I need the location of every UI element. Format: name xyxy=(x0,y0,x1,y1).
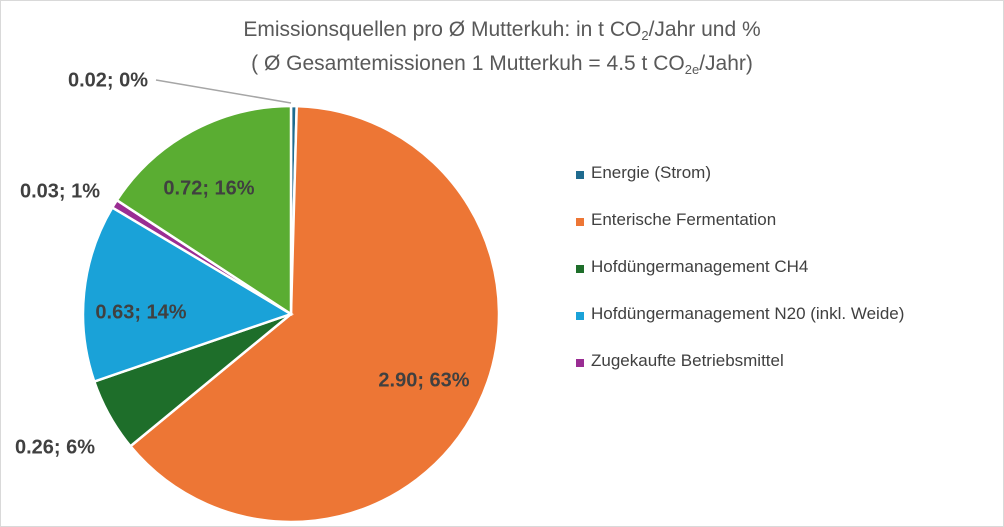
pie-slice-1 xyxy=(128,104,501,524)
chart-title-line-1: Emissionsquellen pro Ø Mutterkuh: in t C… xyxy=(243,18,761,43)
leader-line-0 xyxy=(155,79,292,104)
data-label-2: 0.26; 6% xyxy=(15,436,95,458)
legend-swatch-2 xyxy=(576,265,584,273)
pie-slice-5 xyxy=(115,104,293,317)
legend-swatch-3 xyxy=(576,312,584,320)
legend-swatch-4 xyxy=(576,359,584,367)
legend-label-0: Energie (Strom) xyxy=(591,163,711,182)
legend-label-2: Hofdüngermanagement CH4 xyxy=(591,257,809,276)
data-label-5: 0.72; 16% xyxy=(163,177,254,199)
data-label-0: 0.02; 0% xyxy=(68,69,148,91)
legend-swatch-1 xyxy=(576,218,584,226)
data-label-3: 0.63; 14% xyxy=(95,301,186,323)
legend-label-4: Zugekaufte Betriebsmittel xyxy=(591,351,784,370)
chart-title-line-2: ( Ø Gesamtemissionen 1 Mutterkuh = 4.5 t… xyxy=(251,52,753,77)
pie-slice-3 xyxy=(81,205,294,384)
data-label-4: 0.03; 1% xyxy=(20,180,100,202)
legend-swatch-0 xyxy=(576,171,584,179)
legend-label-3: Hofdüngermanagement N20 (inkl. Weide) xyxy=(591,304,905,323)
legend-label-1: Enterische Fermentation xyxy=(591,210,777,229)
data-label-1: 2.90; 63% xyxy=(378,369,469,391)
